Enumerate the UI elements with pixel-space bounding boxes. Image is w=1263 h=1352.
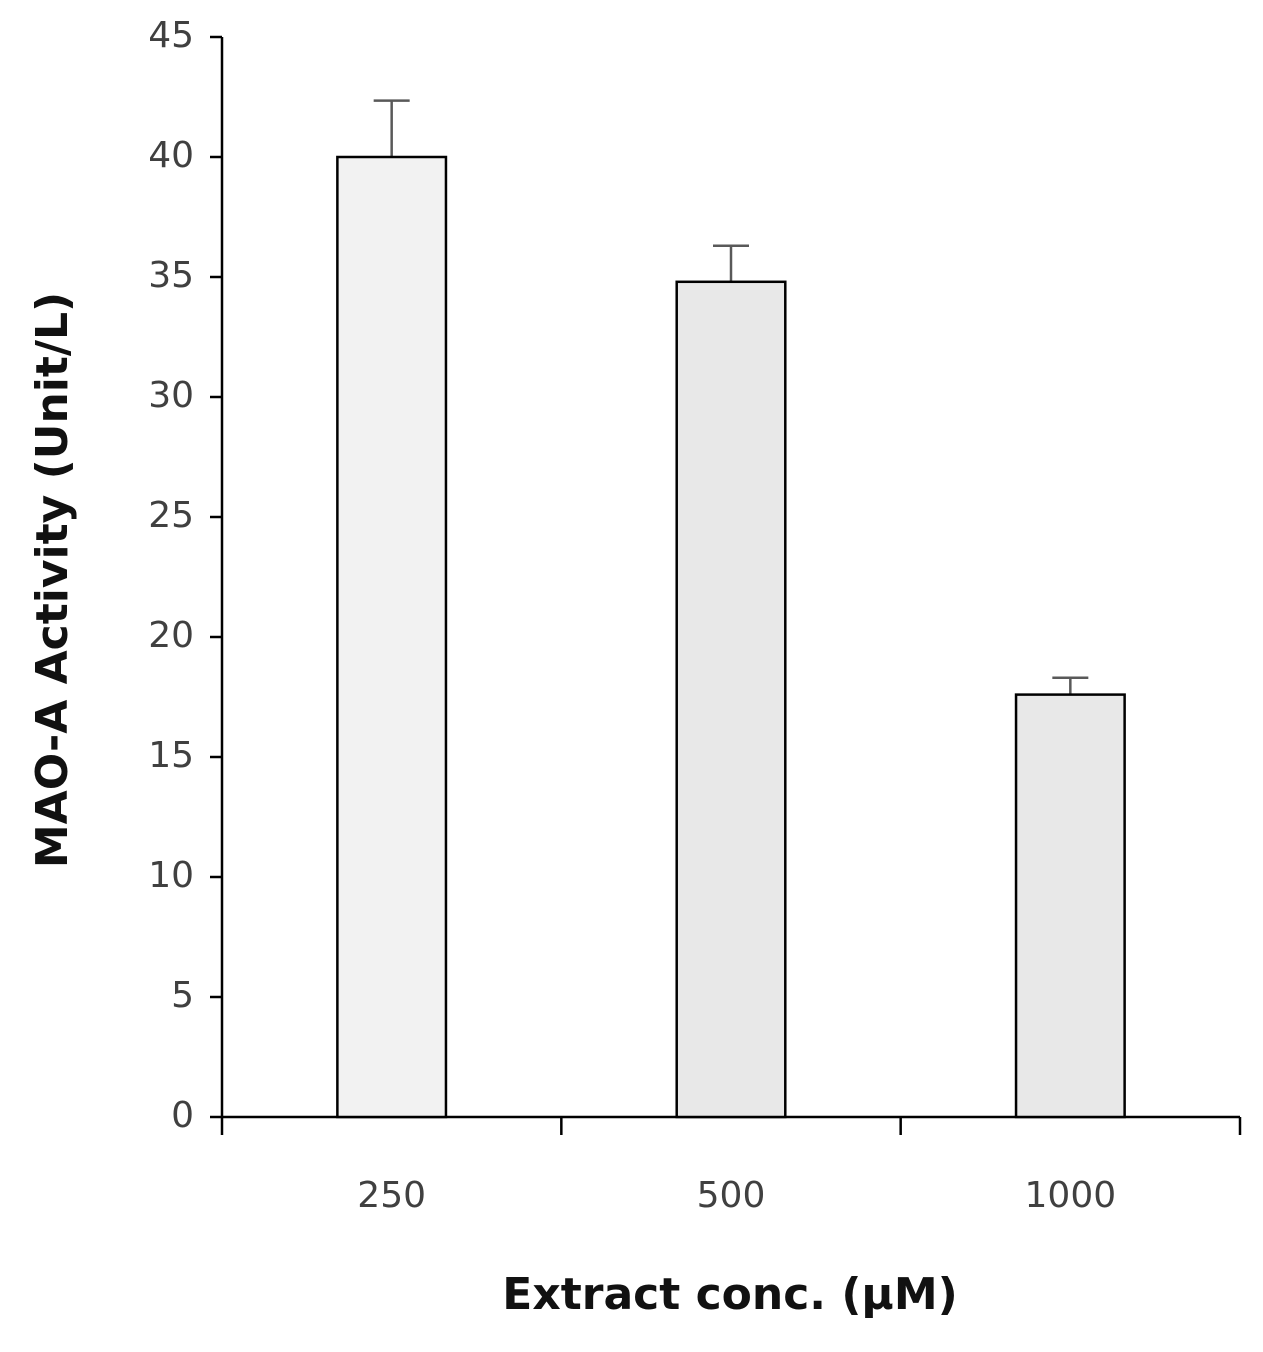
y-tick-label: 40 [148, 135, 194, 176]
x-tick-label: 1000 [1025, 1175, 1117, 1216]
y-tick-label: 30 [148, 375, 194, 416]
y-tick-label: 20 [148, 615, 194, 656]
y-axis-title: MAO-A Activity (Unit/L) [27, 292, 78, 868]
x-axis-title: Extract conc. (μM) [502, 1269, 957, 1320]
x-tick-label: 250 [357, 1175, 426, 1216]
x-tick-label: 500 [697, 1175, 766, 1216]
bar [675, 280, 787, 1119]
y-tick-label: 25 [148, 495, 194, 536]
y-tick-label: 45 [148, 15, 194, 56]
bar [336, 155, 448, 1119]
y-tick-label: 15 [148, 735, 194, 776]
y-tick-label: 5 [171, 975, 194, 1016]
y-tick-label: 10 [148, 855, 194, 896]
y-tick-label: 0 [171, 1095, 194, 1136]
bar [1014, 693, 1126, 1119]
y-tick-label: 35 [148, 255, 194, 296]
